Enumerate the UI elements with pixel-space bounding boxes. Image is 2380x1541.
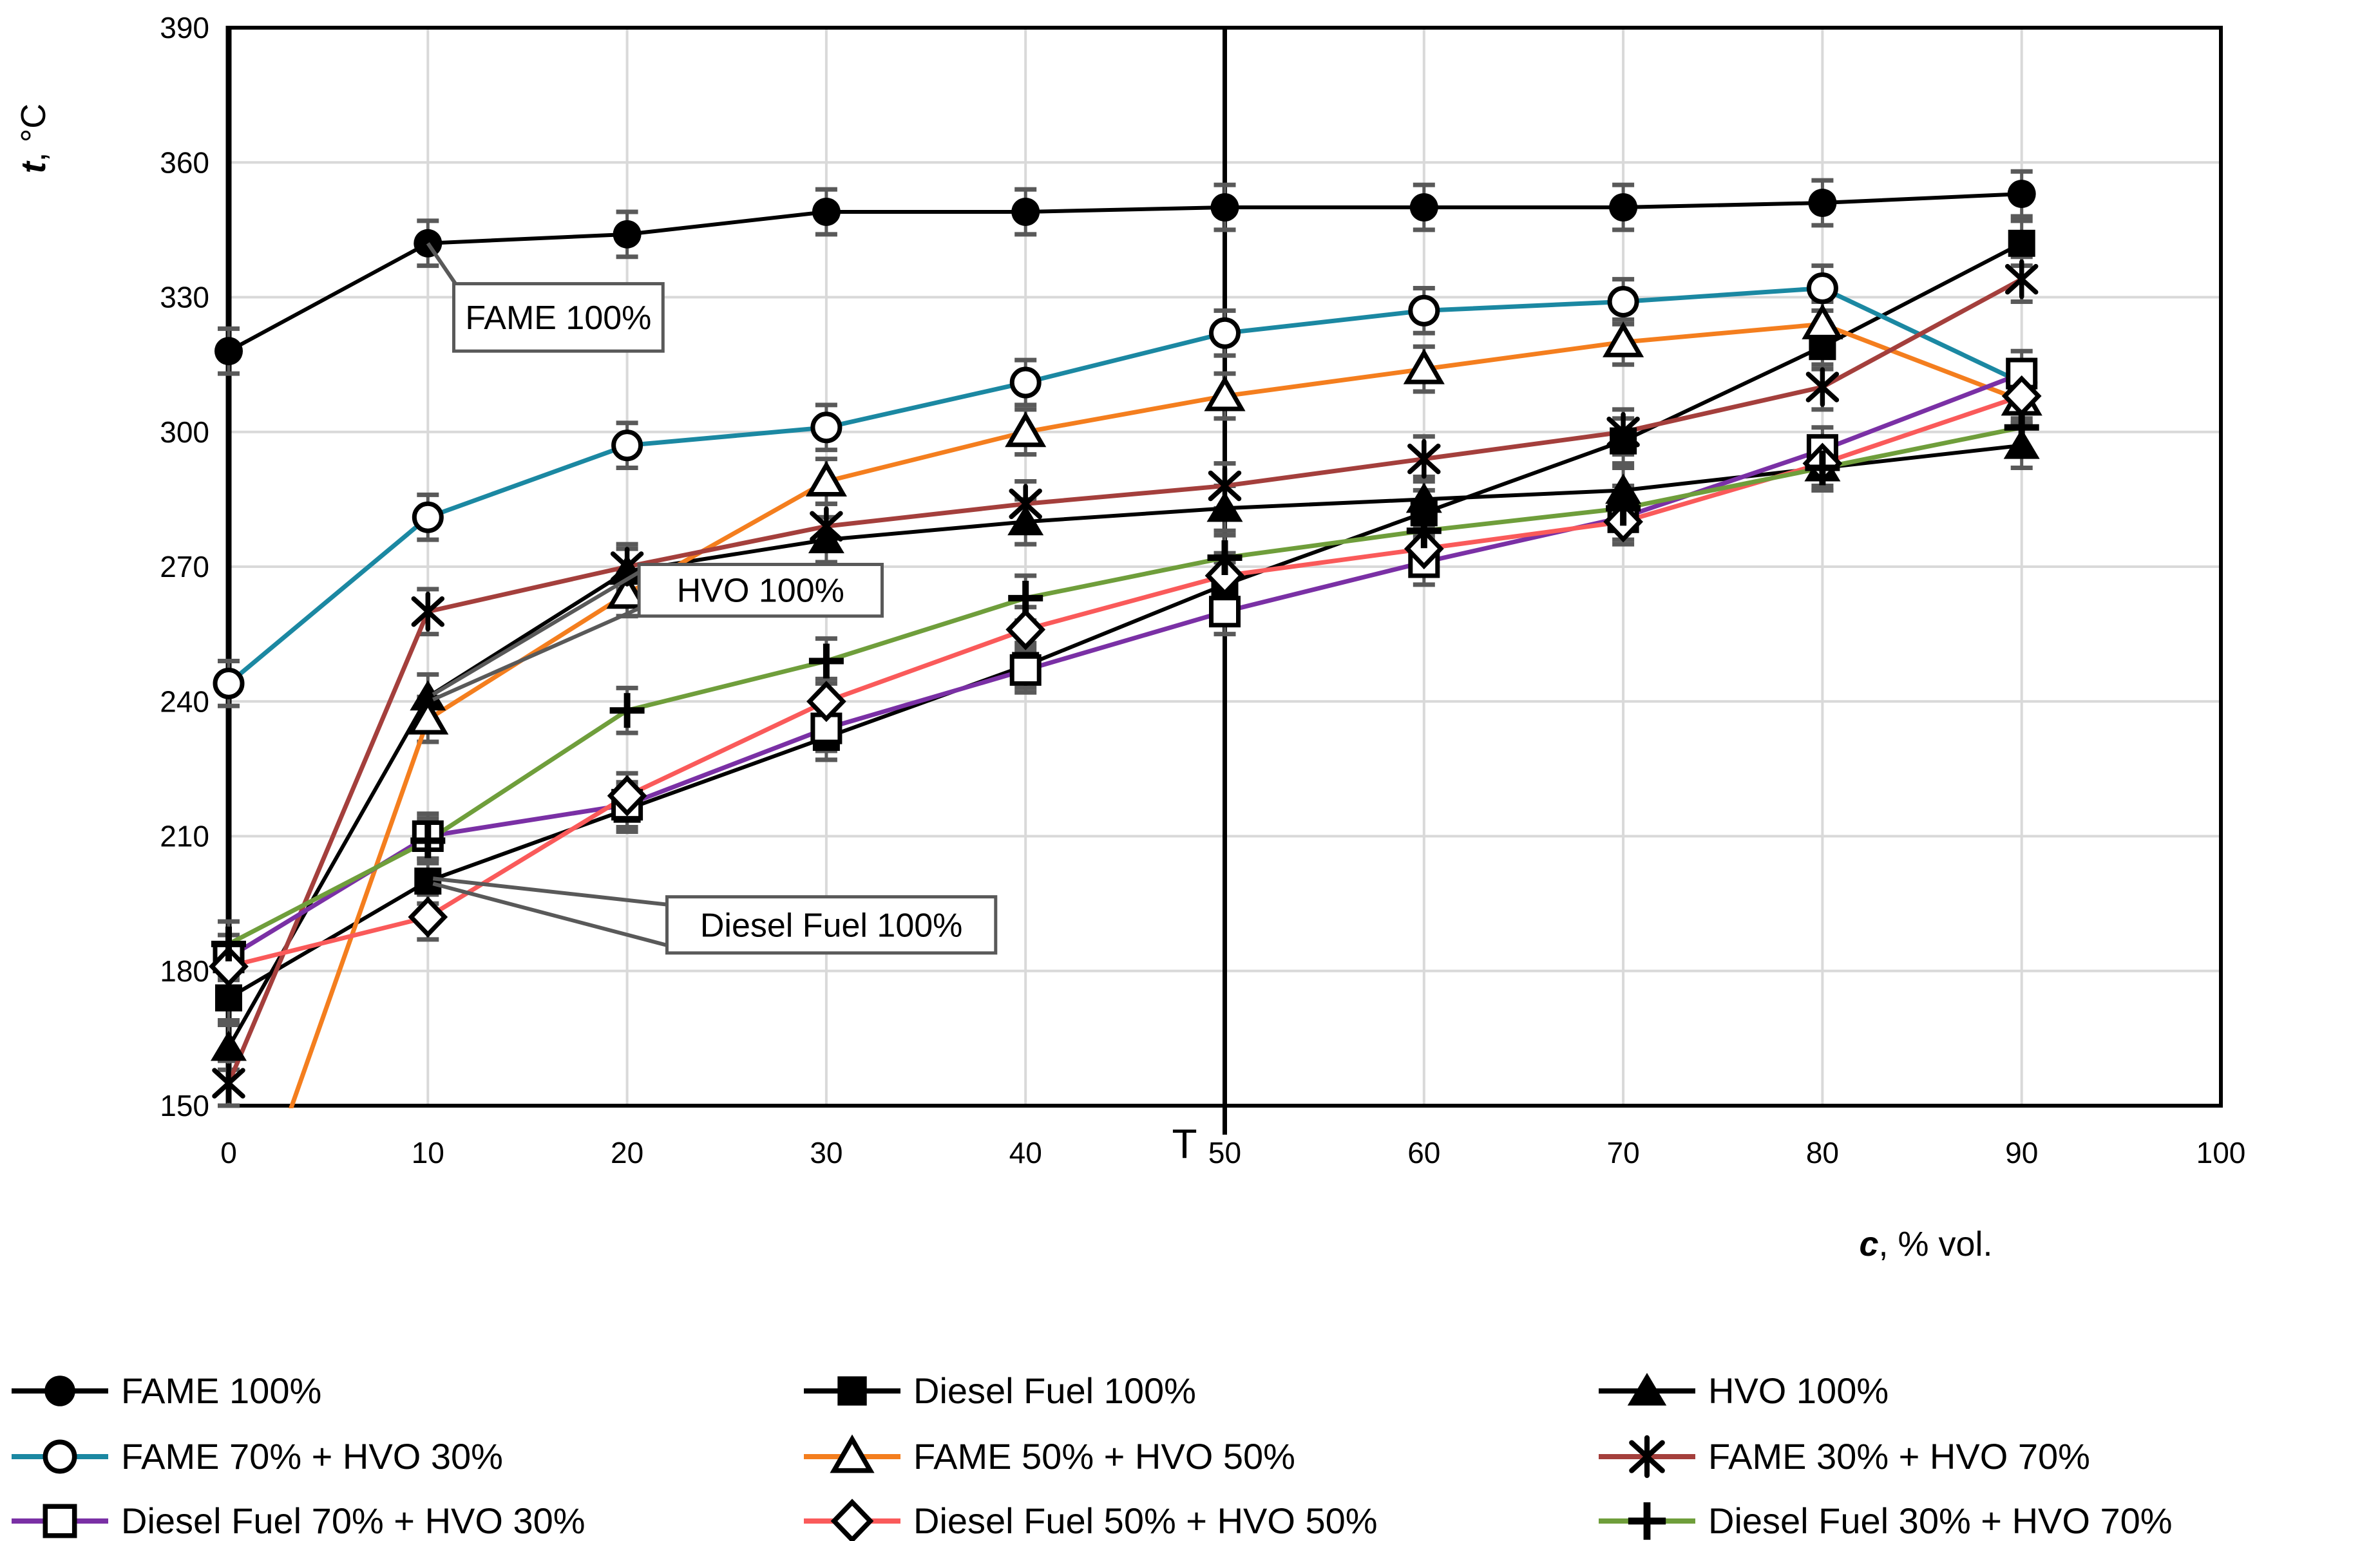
legend-item-HVO 100%: HVO 100% — [1599, 1370, 1889, 1411]
legend-item-FAME 70% + HVO 30%: FAME 70% + HVO 30% — [12, 1436, 503, 1477]
svg-text:210: 210 — [160, 820, 209, 853]
svg-text:330: 330 — [160, 281, 209, 314]
annotation-label: HVO 100% — [677, 572, 844, 610]
y-axis-title: t, °C — [14, 104, 53, 174]
line-Diesel Fuel 30% + HVO 70% — [227, 425, 2023, 947]
svg-text:50: 50 — [1208, 1136, 1241, 1169]
svg-text:240: 240 — [160, 685, 209, 718]
svg-text:90: 90 — [2005, 1136, 2038, 1169]
legend-item-FAME 50% + HVO 50%: FAME 50% + HVO 50% — [804, 1434, 1295, 1477]
annotation-diesel-100: Diesel Fuel 100% — [432, 876, 998, 955]
y-tick-labels: 150 180 210 240 270 300 330 360 390 — [160, 11, 209, 1122]
svg-text:360: 360 — [160, 146, 209, 179]
legend-label: Diesel Fuel 30% + HVO 70% — [1708, 1500, 2173, 1541]
svg-text:30: 30 — [810, 1136, 843, 1169]
line-HVO 100% — [227, 443, 2023, 1048]
svg-text:40: 40 — [1009, 1136, 1042, 1169]
svg-text:180: 180 — [160, 954, 209, 988]
line-FAME 30% + HVO 70% — [226, 277, 2023, 1084]
series-lines — [226, 192, 2023, 1108]
legend-label: Diesel Fuel 70% + HVO 30% — [121, 1500, 585, 1541]
svg-text:10: 10 — [412, 1136, 444, 1169]
svg-text:390: 390 — [160, 11, 209, 44]
annotation-fame-100: FAME 100% — [426, 242, 665, 353]
line-Diesel Fuel 100% — [227, 241, 2023, 1000]
svg-text:0: 0 — [220, 1136, 237, 1169]
svg-text:300: 300 — [160, 415, 209, 449]
legend-item-FAME 100%: FAME 100% — [12, 1370, 321, 1411]
legend-label: FAME 100% — [121, 1370, 321, 1411]
svg-text:20: 20 — [611, 1136, 643, 1169]
legend-item-Diesel Fuel 70% + HVO 30%: Diesel Fuel 70% + HVO 30% — [12, 1500, 585, 1541]
t50-label: T — [1172, 1120, 1197, 1167]
legend-label: Diesel Fuel 100% — [913, 1370, 1196, 1411]
series-markers — [209, 180, 2042, 1103]
line-Diesel Fuel 50% + HVO 50% — [228, 393, 2023, 969]
legend-item-Diesel Fuel 30% + HVO 70%: Diesel Fuel 30% + HVO 70% — [1599, 1500, 2173, 1541]
svg-text:150: 150 — [160, 1089, 209, 1122]
legend-label: HVO 100% — [1708, 1370, 1889, 1411]
svg-text:100: 100 — [2196, 1136, 2246, 1169]
svg-text:70: 70 — [1607, 1136, 1640, 1169]
legend-label: FAME 70% + HVO 30% — [121, 1436, 503, 1477]
annotation-label: FAME 100% — [465, 299, 651, 337]
line-FAME 70% + HVO 30% — [227, 285, 2023, 686]
svg-text:80: 80 — [1806, 1136, 1839, 1169]
legend-item-FAME 30% + HVO 70%: FAME 30% + HVO 70% — [1599, 1435, 2090, 1479]
annotation-hvo-100: HVO 100% — [432, 563, 884, 702]
svg-text:60: 60 — [1407, 1136, 1440, 1169]
legend-label: FAME 50% + HVO 50% — [913, 1436, 1295, 1477]
annotation-label: Diesel Fuel 100% — [700, 907, 963, 944]
svg-text:270: 270 — [160, 550, 209, 583]
legend-label: FAME 30% + HVO 70% — [1708, 1436, 2090, 1477]
legend: FAME 100% Diesel Fuel 100% HVO 100% FAME 70… — [12, 1370, 2173, 1541]
line-FAME 100% — [227, 192, 2022, 353]
x-axis-title: c, % vol. — [1859, 1225, 1992, 1263]
legend-item-Diesel Fuel 100%: Diesel Fuel 100% — [804, 1370, 1196, 1411]
line-Diesel Fuel 70% + HVO 30% — [227, 371, 2023, 960]
x-tick-labels: 0 10 20 30 40 50 60 70 80 90 100 — [220, 1136, 2245, 1169]
legend-item-Diesel Fuel 50% + HVO 50%: Diesel Fuel 50% + HVO 50% — [804, 1498, 1378, 1541]
legend-label: Diesel Fuel 50% + HVO 50% — [913, 1500, 1378, 1541]
